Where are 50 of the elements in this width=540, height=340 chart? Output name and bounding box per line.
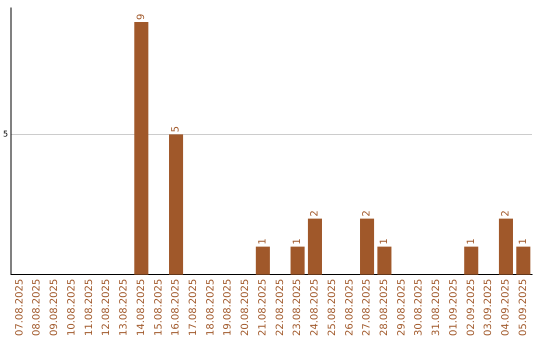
bar [464, 246, 478, 275]
x-tick-label: 17.08.2025 [188, 278, 199, 336]
x-tick-label: 22.08.2025 [274, 278, 286, 336]
x-tick-label: 24.08.2025 [310, 278, 321, 336]
x-tick-label: 09.08.2025 [49, 278, 60, 336]
x-tick-label: 29.08.2025 [396, 278, 408, 336]
bar [256, 246, 270, 275]
x-tick-label: 21.08.2025 [257, 278, 268, 336]
x-tick-label: 25.08.2025 [326, 278, 338, 336]
x-tick-label: 28.08.2025 [379, 278, 390, 336]
x-tick-label: 08.08.2025 [32, 278, 43, 336]
x-tick-label: 02.09.2025 [466, 278, 477, 336]
data-label: 9 [136, 14, 147, 20]
x-tick-label: 18.08.2025 [205, 278, 216, 336]
x-tick-label: 14.08.2025 [136, 278, 147, 336]
bar [498, 218, 513, 275]
x-tick-label: 16.08.2025 [170, 278, 182, 336]
x-tick-label: 01.09.2025 [448, 278, 460, 336]
x-tick-label: 04.09.2025 [500, 278, 512, 336]
x-tick-label: 15.08.2025 [153, 278, 164, 336]
x-tick-label: 11.08.2025 [84, 278, 95, 336]
x-tick-label: 26.08.2025 [344, 278, 356, 336]
x-tick-label: 30.08.2025 [414, 278, 425, 336]
bar [308, 218, 322, 275]
x-tick-label: 23.08.2025 [292, 278, 304, 336]
x-tick-label: 13.08.2025 [118, 278, 130, 336]
x-tick-label: 31.08.2025 [431, 278, 442, 336]
x-tick-label: 12.08.2025 [101, 278, 112, 336]
x-tick-label: 10.08.2025 [66, 278, 78, 336]
x-tick-label: 07.08.2025 [14, 278, 26, 336]
bar [377, 246, 392, 275]
bar [134, 22, 148, 275]
data-label: 1 [292, 238, 304, 245]
x-tick-label: 03.09.2025 [483, 278, 494, 336]
x-tick-label: 19.08.2025 [222, 278, 234, 336]
data-label: 1 [466, 238, 477, 245]
data-label: 5 [170, 126, 182, 132]
bar [169, 134, 184, 275]
data-label: 1 [379, 238, 390, 245]
bar [290, 246, 305, 275]
bar [516, 246, 530, 275]
data-label: 1 [518, 238, 529, 245]
data-label: 2 [500, 210, 512, 217]
data-label: 2 [310, 210, 321, 217]
x-tick-label: 05.09.2025 [518, 278, 529, 336]
bar [360, 218, 374, 275]
data-label: 2 [362, 210, 373, 217]
data-label: 1 [257, 238, 268, 245]
x-tick-label: 27.08.2025 [362, 278, 373, 336]
x-tick-label: 20.08.2025 [240, 278, 252, 336]
